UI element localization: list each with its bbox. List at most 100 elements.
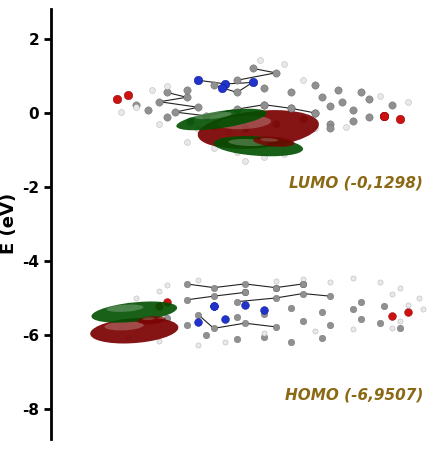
Ellipse shape — [260, 138, 278, 142]
Point — [358, 89, 365, 96]
Point — [194, 104, 202, 111]
Point — [350, 326, 357, 333]
Point — [210, 303, 217, 310]
Point — [210, 122, 217, 129]
Point — [210, 292, 217, 300]
Point — [233, 77, 241, 84]
Point — [381, 303, 388, 310]
Point — [396, 116, 403, 123]
Point — [381, 112, 388, 119]
Point — [233, 89, 241, 96]
Point — [396, 324, 403, 331]
Point — [311, 109, 318, 117]
Text: LUMO (-0,1298): LUMO (-0,1298) — [289, 175, 423, 191]
Point — [280, 151, 287, 158]
Point — [389, 290, 396, 297]
Y-axis label: E (eV): E (eV) — [0, 193, 18, 255]
Point — [233, 336, 241, 343]
Point — [299, 116, 307, 123]
Point — [148, 86, 155, 94]
Point — [299, 280, 307, 287]
Point — [194, 311, 202, 319]
Point — [288, 338, 295, 345]
Point — [416, 294, 423, 302]
Point — [156, 98, 163, 106]
Point — [260, 306, 268, 314]
Point — [202, 112, 210, 119]
Point — [389, 325, 396, 332]
Point — [132, 101, 140, 108]
Ellipse shape — [106, 304, 144, 312]
Point — [233, 148, 241, 155]
Point — [326, 125, 334, 132]
Point — [144, 106, 152, 113]
Ellipse shape — [138, 316, 166, 324]
Point — [319, 94, 326, 101]
Point — [183, 139, 190, 146]
Point — [194, 276, 202, 284]
Point — [241, 125, 248, 132]
Point — [365, 113, 372, 120]
Point — [381, 112, 388, 119]
Point — [311, 124, 318, 131]
Point — [183, 94, 190, 101]
Point — [163, 83, 171, 90]
Ellipse shape — [218, 116, 271, 129]
Point — [163, 282, 171, 289]
Point — [404, 308, 411, 316]
Point — [117, 326, 124, 333]
Point — [156, 287, 163, 295]
Point — [288, 105, 295, 112]
Point — [338, 98, 345, 106]
Point — [156, 303, 163, 310]
Point — [319, 335, 326, 342]
Point — [404, 301, 411, 308]
Point — [194, 77, 202, 84]
Ellipse shape — [253, 137, 295, 147]
Point — [288, 305, 295, 312]
Point — [358, 316, 365, 323]
Ellipse shape — [105, 321, 144, 330]
Point — [156, 120, 163, 128]
Ellipse shape — [229, 139, 268, 146]
Point — [299, 317, 307, 324]
Point — [183, 86, 190, 94]
Point — [218, 84, 225, 91]
Point — [350, 305, 357, 313]
Point — [210, 303, 217, 310]
Point — [260, 154, 268, 161]
Point — [350, 106, 357, 113]
Point — [163, 89, 171, 96]
Point — [350, 274, 357, 281]
Point — [125, 91, 132, 99]
Text: HOMO (-6,9507): HOMO (-6,9507) — [285, 388, 423, 403]
Ellipse shape — [194, 112, 232, 119]
Point — [171, 108, 179, 116]
Point — [280, 60, 287, 68]
Point — [288, 89, 295, 96]
Point — [163, 315, 171, 322]
Point — [334, 86, 341, 94]
Point — [389, 101, 396, 108]
Point — [326, 279, 334, 286]
Point — [241, 289, 248, 296]
Point — [222, 316, 229, 323]
Point — [163, 114, 171, 121]
Point — [163, 299, 171, 306]
Point — [358, 298, 365, 305]
Point — [396, 317, 403, 324]
Ellipse shape — [214, 136, 303, 156]
Point — [222, 339, 229, 346]
Point — [272, 323, 279, 330]
Point — [299, 290, 307, 297]
Point — [241, 280, 248, 287]
Point — [272, 284, 279, 291]
Ellipse shape — [142, 317, 155, 320]
Point — [319, 308, 326, 316]
Point — [272, 120, 279, 128]
Point — [241, 319, 248, 327]
Point — [225, 128, 233, 136]
Ellipse shape — [176, 109, 267, 130]
Point — [241, 301, 248, 308]
Point — [342, 123, 349, 131]
